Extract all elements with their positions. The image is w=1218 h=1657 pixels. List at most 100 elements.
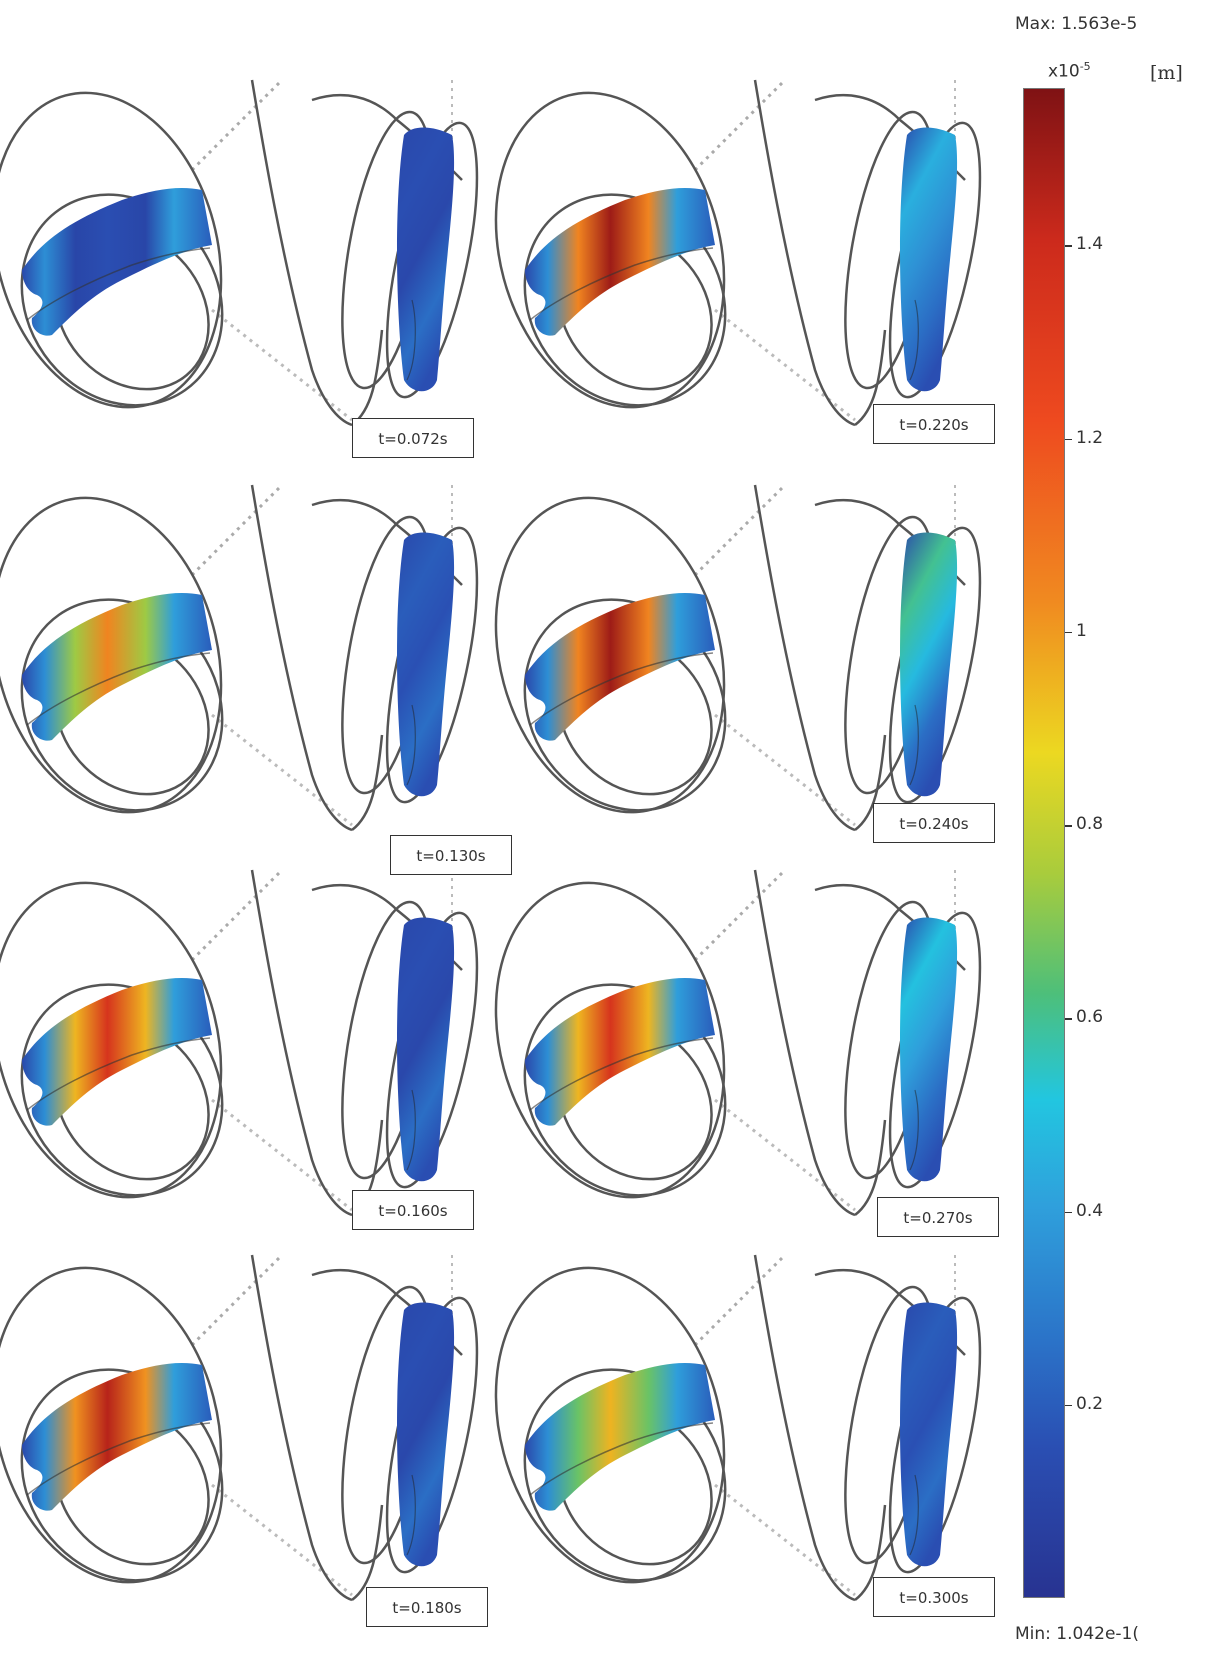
band-curve	[529, 1037, 714, 1111]
colorbar-tick-mark	[1065, 438, 1072, 441]
time-label: t=0.240s	[873, 803, 995, 843]
guide-line	[211, 1098, 353, 1212]
column-detail	[406, 704, 416, 786]
guide-line	[190, 483, 284, 577]
left-displacement-band	[525, 978, 715, 1126]
column-detail	[406, 1474, 416, 1556]
left-displacement-band	[22, 593, 212, 741]
band-curve	[26, 652, 211, 726]
right-displacement-column	[900, 917, 958, 1182]
simulation-panel-7	[0, 1253, 479, 1602]
right-displacement-column	[397, 532, 455, 797]
outline-curve	[250, 1254, 353, 1602]
colorbar-exponent: x10-5	[1048, 60, 1091, 82]
guide-line	[693, 1253, 787, 1347]
band-curve	[26, 247, 211, 321]
time-label: t=0.220s	[873, 404, 995, 444]
simulation-panel-2	[494, 78, 982, 427]
left-displacement-band	[22, 978, 212, 1126]
simulation-panel-6	[494, 868, 982, 1217]
outline-curve	[854, 1504, 887, 1601]
colorbar-tick-mark	[1065, 245, 1072, 247]
outline-curve	[854, 734, 887, 831]
band-curve	[26, 1422, 211, 1496]
simulation-panels	[0, 78, 982, 1602]
left-displacement-band	[22, 188, 212, 336]
guide-line	[190, 78, 284, 172]
outline-curve	[250, 79, 353, 427]
column-detail	[406, 1089, 416, 1171]
guide-line	[190, 868, 284, 962]
colorbar-tick-mark	[1065, 1404, 1072, 1407]
right-displacement-column	[900, 532, 958, 797]
right-displacement-column	[900, 1302, 958, 1567]
outline-curve	[753, 1254, 856, 1602]
colorbar-tick-label: 1.4	[1076, 234, 1104, 255]
band-curve	[26, 1037, 211, 1111]
colorbar-tick-mark	[1065, 825, 1072, 827]
colorbar-tick-label: 0.8	[1076, 814, 1104, 835]
guide-line	[693, 78, 787, 172]
colorbar-tick-label: 0.4	[1076, 1200, 1104, 1221]
colorbar-max-label: Max: 1.563e-5	[1015, 14, 1138, 34]
outline-curve	[351, 734, 384, 831]
column-detail	[909, 299, 919, 381]
column-detail	[406, 299, 416, 381]
simulation-panel-3	[0, 483, 479, 832]
time-label: t=0.270s	[877, 1197, 999, 1237]
colorbar-tick-label: 0.2	[1076, 1393, 1104, 1414]
outline-curve	[351, 329, 384, 426]
guide-line	[714, 308, 856, 422]
outline-curve	[250, 484, 353, 832]
right-displacement-column	[397, 917, 455, 1182]
time-label: t=0.180s	[366, 1587, 488, 1627]
guide-line	[190, 1253, 284, 1347]
outline-curve	[250, 869, 353, 1217]
left-displacement-band	[525, 1363, 715, 1511]
colorbar-tick-label: 0.6	[1076, 1007, 1104, 1028]
left-displacement-band	[525, 188, 715, 336]
outline-curve	[351, 1504, 384, 1601]
outline-curve	[753, 79, 856, 427]
outline-ellipse	[523, 193, 727, 407]
outline-ellipse	[523, 1368, 727, 1582]
colorbar-tick-label: 1	[1076, 620, 1087, 641]
column-detail	[909, 704, 919, 786]
outline-ellipse	[523, 983, 727, 1197]
colorbar-min-label: Min: 1.042e-1(	[1015, 1624, 1140, 1644]
outline-curve	[854, 1119, 887, 1216]
guide-line	[714, 1483, 856, 1597]
guide-line	[211, 713, 353, 827]
guide-line	[714, 1098, 856, 1212]
guide-line	[693, 868, 787, 962]
time-label: t=0.130s	[390, 835, 512, 875]
guide-line	[211, 1483, 353, 1597]
colorbar-tick-label: 1.2	[1076, 427, 1104, 448]
guide-line	[714, 713, 856, 827]
guide-line	[211, 308, 353, 422]
time-label: t=0.160s	[352, 1190, 474, 1230]
simulation-panel-8	[494, 1253, 982, 1602]
column-detail	[909, 1089, 919, 1171]
simulation-panel-1	[0, 78, 479, 427]
outline-curve	[753, 869, 856, 1217]
band-curve	[529, 247, 714, 321]
colorbar-tick-mark	[1065, 631, 1072, 634]
band-curve	[529, 652, 714, 726]
right-displacement-column	[397, 1302, 455, 1567]
colorbar-unit: [m]	[1150, 62, 1183, 84]
time-label: t=0.072s	[352, 418, 474, 458]
band-curve	[529, 1422, 714, 1496]
right-displacement-column	[900, 127, 958, 392]
colorbar-tick-mark	[1065, 1018, 1072, 1020]
outline-curve	[753, 484, 856, 832]
right-displacement-column	[397, 127, 455, 392]
guide-line	[693, 483, 787, 577]
colorbar-gradient	[1023, 88, 1065, 1598]
colorbar-tick-mark	[1065, 1211, 1072, 1214]
time-label: t=0.300s	[873, 1577, 995, 1617]
left-displacement-band	[525, 593, 715, 741]
column-detail	[909, 1474, 919, 1556]
simulation-panel-4	[494, 483, 982, 832]
outline-curve	[854, 329, 887, 426]
